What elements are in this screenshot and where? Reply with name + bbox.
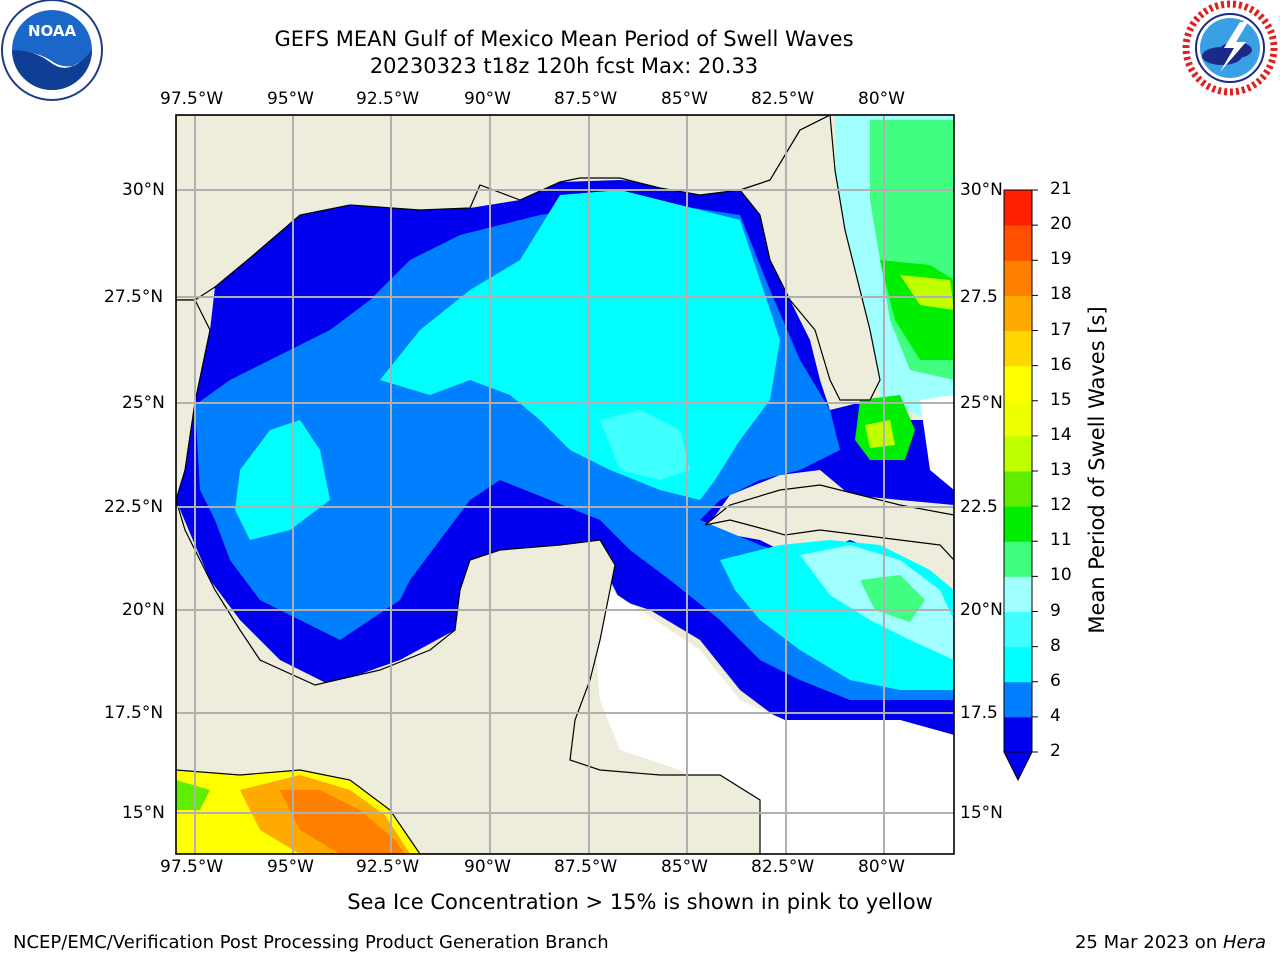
footer-credit: NCEP/EMC/Verification Post Processing Pr… xyxy=(13,932,609,953)
swell-contour-atlantic-yellow xyxy=(900,275,954,310)
colorbar-tick-label: 4 xyxy=(1050,705,1061,726)
colorbar-segment xyxy=(1004,190,1032,226)
colorbar-tick-label: 13 xyxy=(1050,460,1072,480)
lon-label-top: 90°W xyxy=(464,89,511,109)
noaa-text: NOAA xyxy=(28,22,77,40)
colorbar-segment xyxy=(1004,716,1032,753)
swell-contour-pacific-dark xyxy=(280,790,405,854)
lat-label-left: 30°N xyxy=(122,180,165,200)
lon-label-top: 85°W xyxy=(661,89,708,109)
lon-label-top: 87.5°W xyxy=(554,89,618,109)
colorbar-segment xyxy=(1004,646,1032,683)
land-cuba xyxy=(704,484,954,561)
colorbar-tick-label: 14 xyxy=(1050,424,1072,445)
colorbar-tick-label: 11 xyxy=(1050,530,1072,551)
lon-label-top: 80°W xyxy=(858,89,905,109)
colorbar-tick-label: 20 xyxy=(1050,214,1072,235)
colorbar-segment xyxy=(1004,576,1032,612)
colorbar-segment xyxy=(1004,681,1032,718)
lat-label-left: 22.5°N xyxy=(104,497,164,517)
colorbar-title: Mean Period of Swell Waves [s] xyxy=(1085,306,1109,634)
swell-contour-bahamas-yellow xyxy=(865,420,895,448)
noaa-logo: NOAA xyxy=(1,0,103,101)
lon-label-top: 95°W xyxy=(267,89,314,109)
lon-label-top: 82.5°W xyxy=(751,89,815,109)
colorbar-tick-label: 2 xyxy=(1050,741,1061,761)
swell-contour-pacific-green xyxy=(176,780,210,810)
lat-label-right: 27.5 xyxy=(960,287,998,307)
colorbar-segment xyxy=(1004,225,1032,261)
nodata-florida-keys xyxy=(920,395,954,490)
colorbar-segment xyxy=(1004,400,1032,437)
colorbar-segment xyxy=(1004,471,1032,507)
colorbar-segment xyxy=(1004,541,1032,577)
map-area xyxy=(176,115,954,854)
map-frame xyxy=(175,114,955,855)
lat-label-right: 15°N xyxy=(960,803,1003,823)
lat-label-right: 22.5 xyxy=(960,497,998,517)
colorbar-segment xyxy=(1004,365,1032,402)
colorbar-segment xyxy=(1004,506,1032,542)
swell-contour-6-8 xyxy=(380,190,780,500)
colorbar-segment xyxy=(1004,295,1032,331)
footer-date: 25 Mar 2023 on Hera xyxy=(1075,932,1266,953)
lon-label-bottom: 97.5°W xyxy=(160,857,224,877)
lon-label-bottom: 85°W xyxy=(661,857,708,877)
colorbar-segment xyxy=(1004,435,1032,472)
lon-label-bottom: 82.5°W xyxy=(751,857,815,877)
colorbar-tick-label: 12 xyxy=(1050,495,1072,516)
lat-label-left: 25°N xyxy=(122,393,165,413)
colorbar-tick-label: 18 xyxy=(1050,284,1072,305)
colorbar-tick-label: 6 xyxy=(1050,670,1061,691)
map-subtitle: 20230323 t18z 120h fcst Max: 20.33 xyxy=(369,54,759,78)
lat-label-right: 25°N xyxy=(960,393,1003,413)
lat-label-left: 27.5°N xyxy=(104,287,164,307)
colorbar-tick-label: 21 xyxy=(1050,179,1072,199)
colorbar-tick-label: 8 xyxy=(1050,635,1061,656)
colorbar-tick-label: 19 xyxy=(1050,249,1072,270)
lon-label-top: 97.5°W xyxy=(160,89,224,109)
colorbar-tick-label: 16 xyxy=(1050,354,1072,375)
graticule xyxy=(176,115,954,854)
lon-label-bottom: 87.5°W xyxy=(554,857,618,877)
colorbar-tick-label: 9 xyxy=(1050,600,1061,621)
lat-label-right: 20°N xyxy=(960,600,1003,620)
colorbar-segment xyxy=(1004,260,1032,296)
swell-contour-8-9-gulf xyxy=(600,410,690,480)
footer-host: Hera xyxy=(1222,932,1266,953)
nws-logo xyxy=(1182,0,1278,96)
lon-label-bottom: 92.5°W xyxy=(356,857,420,877)
colorbar-extension xyxy=(1003,751,1033,782)
lat-label-left: 20°N xyxy=(122,600,165,620)
lat-label-left: 17.5°N xyxy=(104,703,164,723)
colorbar-tick-label: 17 xyxy=(1050,319,1072,340)
colorbar-tick-label: 15 xyxy=(1050,389,1072,410)
lon-label-top: 92.5°W xyxy=(356,89,420,109)
colorbar-tick-label: 10 xyxy=(1050,565,1072,586)
lat-label-left: 15°N xyxy=(122,803,165,823)
map-title: GEFS MEAN Gulf of Mexico Mean Period of … xyxy=(274,27,854,51)
colorbar-segment xyxy=(1004,611,1032,648)
lat-label-right: 30°N xyxy=(960,180,1003,200)
lat-label-right: 17.5 xyxy=(960,703,998,723)
footer-date-text: 25 Mar 2023 on xyxy=(1074,932,1223,953)
lon-label-bottom: 95°W xyxy=(267,857,314,877)
colorbar-segment xyxy=(1004,330,1032,367)
colorbar xyxy=(1003,189,1038,782)
sea-ice-note: Sea Ice Concentration > 15% is shown in … xyxy=(347,890,933,914)
nodata-caribbean xyxy=(595,590,954,854)
lon-label-bottom: 80°W xyxy=(858,857,905,877)
swell-contour-6-8-west xyxy=(235,420,330,540)
lon-label-bottom: 90°W xyxy=(464,857,511,877)
land-north-coast xyxy=(176,115,831,301)
